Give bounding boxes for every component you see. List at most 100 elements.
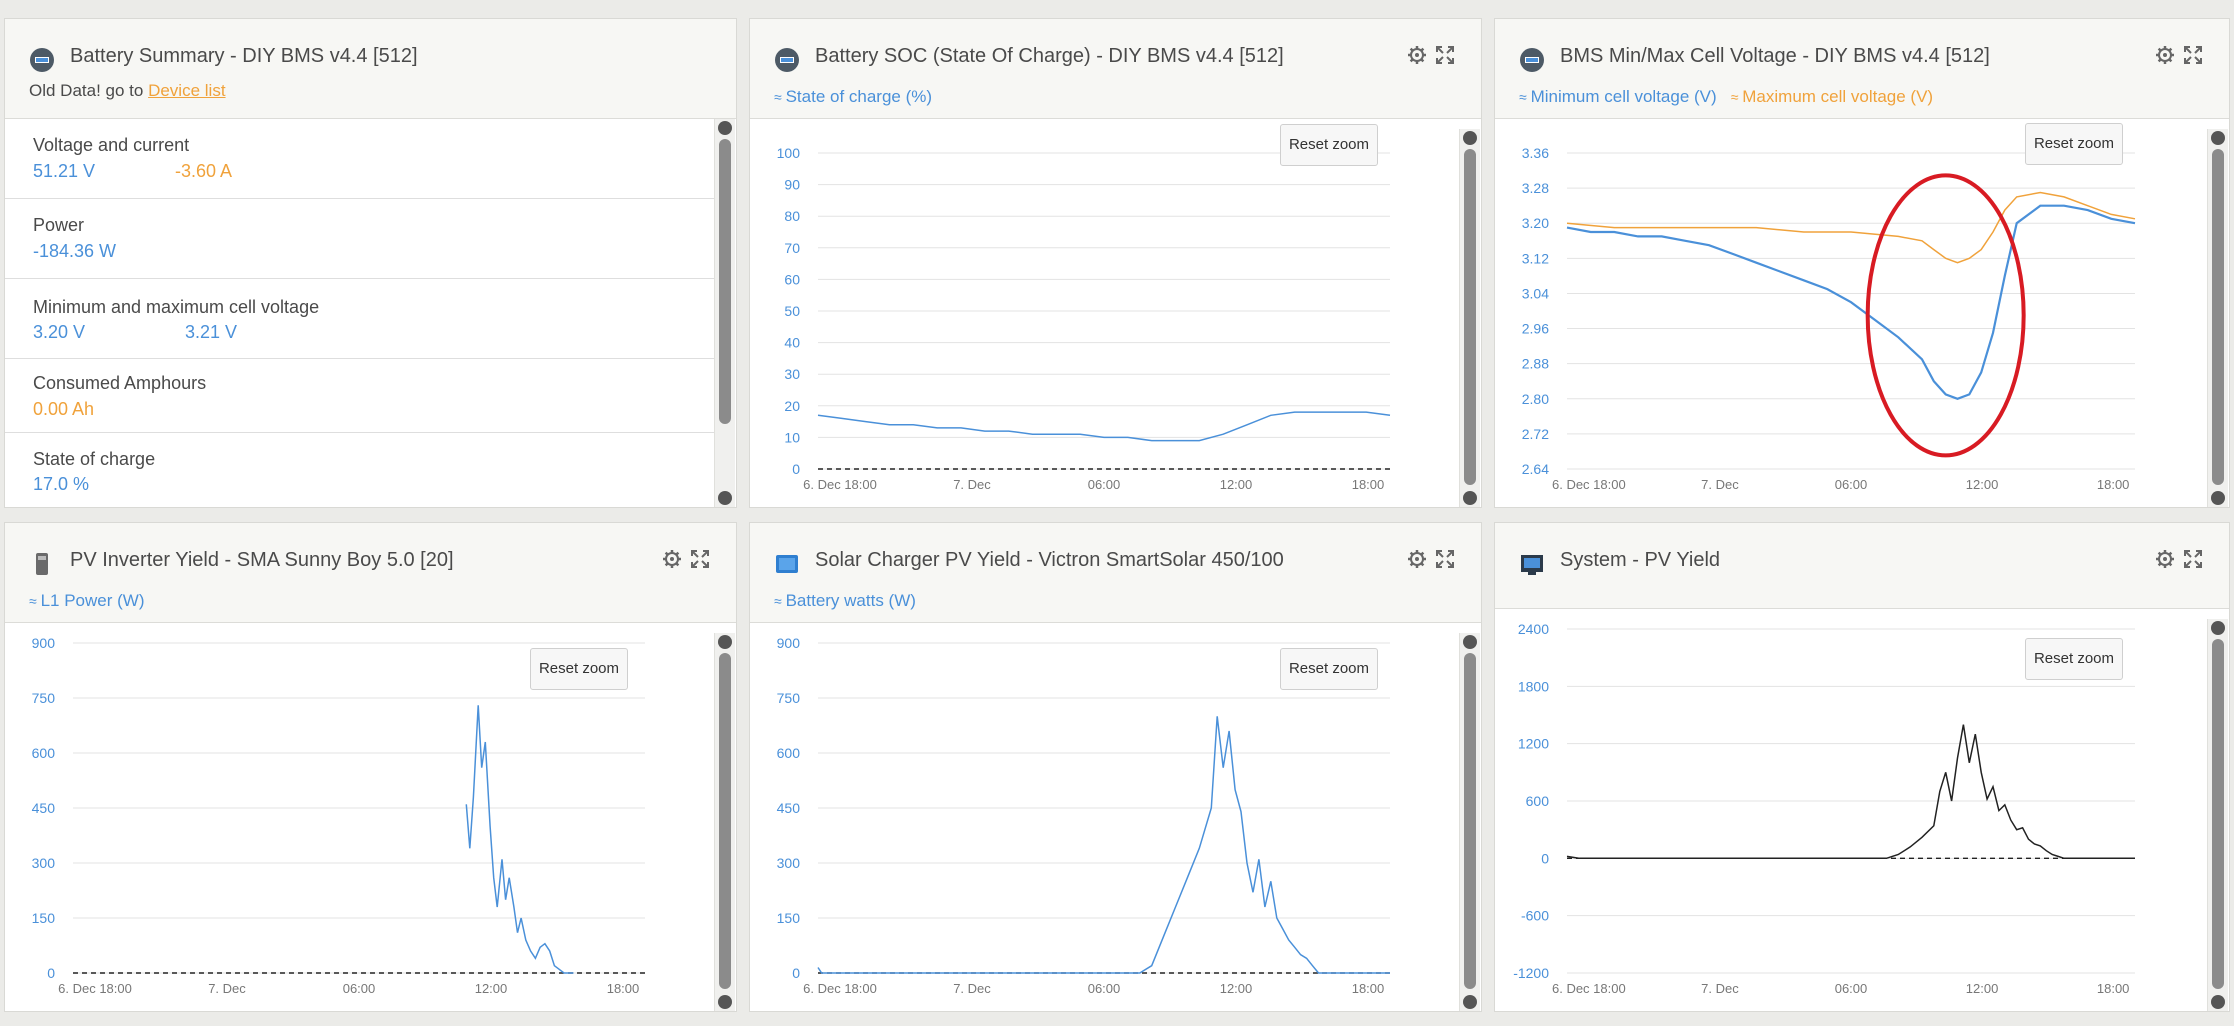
widget-header: BMS Min/Max Cell Voltage - DIY BMS v4.4 … <box>1495 19 2229 119</box>
summary-label: Consumed Amphours <box>33 373 207 393</box>
series-line <box>1566 191 2136 264</box>
y-tick-label: 0 <box>792 461 800 477</box>
scroll-down-arrow-icon[interactable] <box>1463 491 1477 505</box>
scroll-thumb[interactable] <box>1464 653 1476 989</box>
widget-title: System - PV Yield <box>1560 549 1721 571</box>
reset-zoom-button[interactable]: Reset zoom <box>1280 124 1378 166</box>
device-list-link[interactable]: Device list <box>148 81 226 100</box>
expand-icon[interactable] <box>2183 45 2203 65</box>
expand-icon[interactable] <box>1435 549 1455 569</box>
legend-item[interactable]: ≈ Battery watts (W) <box>774 591 916 610</box>
soc-value: 17.0 % <box>33 474 90 494</box>
series-line-icon: ≈ <box>774 89 786 105</box>
y-tick-label: 300 <box>777 855 801 871</box>
chart-plot[interactable]: -1200 -600 0 600 1200 1800 2400 6. Dec 18:00 7. … <box>1495 523 2205 1011</box>
scroll-up-arrow-icon[interactable] <box>718 635 732 649</box>
chart-scrollbar[interactable] <box>1459 633 1480 1011</box>
series-line-icon: ≈ <box>1730 89 1743 105</box>
y-tick-label: 900 <box>777 635 801 651</box>
scroll-up-arrow-icon[interactable] <box>2211 621 2225 635</box>
chart-plot[interactable]: 2.64 2.72 2.80 2.88 2.96 3.04 3.12 3.20 3.28 3.36… <box>1495 19 2205 507</box>
y-tick-label: 0 <box>47 965 55 981</box>
legend-item[interactable]: ≈ State of charge (%) <box>774 87 932 106</box>
pv-inverter-widget: PV Inverter Yield - SMA Sunny Boy 5.0 [2… <box>4 522 737 1012</box>
chart-scrollbar[interactable] <box>1459 129 1480 507</box>
legend-item[interactable]: ≈ Minimum cell voltage (V) <box>1519 87 1717 106</box>
reset-zoom-button[interactable]: Reset zoom <box>2025 638 2123 680</box>
legend-item[interactable]: ≈ Maximum cell voltage (V) <box>1731 87 1933 106</box>
summary-row-soc: State of charge 17.0 % <box>5 433 714 507</box>
summary-list: Voltage and current 51.21 V -3.60 A Powe… <box>5 119 736 507</box>
gear-icon[interactable] <box>1407 45 1427 65</box>
series-line <box>465 705 574 974</box>
scroll-thumb[interactable] <box>719 653 731 989</box>
summary-row-voltage-current: Voltage and current 51.21 V -3.60 A <box>5 119 714 199</box>
summary-label: Power <box>33 215 85 235</box>
warning-text: Old Data! go to <box>29 81 144 100</box>
chart-scrollbar[interactable] <box>714 633 735 1011</box>
reset-zoom-button[interactable]: Reset zoom <box>2025 123 2123 165</box>
chart-plot[interactable]: 0 150 300 450 600 750 900 6. Dec 18:00 7. Dec 06:… <box>750 523 1457 1011</box>
scroll-up-arrow-icon[interactable] <box>2211 131 2225 145</box>
series-line-icon: ≈ <box>1519 89 1531 105</box>
x-tick-label: 12:00 <box>1220 981 1253 996</box>
reset-zoom-button[interactable]: Reset zoom <box>1280 648 1378 690</box>
chart-plot[interactable]: 0 150 300 450 600 750 900 6. Dec 18:00 7. Dec 06:… <box>5 523 712 1011</box>
gear-icon[interactable] <box>2155 549 2175 569</box>
series-line <box>817 716 1390 974</box>
y-tick-label: 2400 <box>1518 621 1549 637</box>
y-tick-label: 50 <box>784 303 800 319</box>
y-tick-label: -1200 <box>1513 965 1549 981</box>
summary-row-cell-voltage: Minimum and maximum cell voltage 3.20 V … <box>5 279 714 359</box>
gear-icon[interactable] <box>1407 549 1427 569</box>
scroll-down-arrow-icon[interactable] <box>2211 491 2225 505</box>
expand-icon[interactable] <box>2183 549 2203 569</box>
widget-title: PV Inverter Yield - SMA Sunny Boy 5.0 [2… <box>70 549 454 571</box>
chart-legend: ≈ L1 Power (W) <box>29 591 159 611</box>
y-tick-label: 1800 <box>1518 678 1549 694</box>
chart-scrollbar[interactable] <box>2207 619 2228 1011</box>
widget-header: PV Inverter Yield - SMA Sunny Boy 5.0 [2… <box>5 523 736 623</box>
widget-title: Battery SOC (State Of Charge) - DIY BMS … <box>815 45 1284 67</box>
max-cell-voltage-value: 3.21 V <box>185 322 238 342</box>
y-tick-label: 3.36 <box>1522 145 1549 161</box>
scroll-down-arrow-icon[interactable] <box>718 995 732 1009</box>
series-line <box>817 411 1391 442</box>
solar-charger-icon <box>776 555 798 573</box>
x-tick-label: 6. Dec 18:00 <box>58 981 132 996</box>
y-tick-label: 100 <box>777 145 801 161</box>
reset-zoom-button[interactable]: Reset zoom <box>530 648 628 690</box>
widget-header: System - PV Yield <box>1495 523 2229 609</box>
x-tick-label: 06:00 <box>1835 477 1868 492</box>
scroll-down-arrow-icon[interactable] <box>1463 995 1477 1009</box>
scroll-down-arrow-icon[interactable] <box>2211 995 2225 1009</box>
scroll-thumb[interactable] <box>1464 149 1476 485</box>
summary-scrollbar[interactable] <box>714 119 735 507</box>
chart-plot[interactable]: 0 10 20 30 40 50 60 70 80 90 100 6. Dec 18:00 7. Dec… <box>750 19 1457 507</box>
series-line <box>1566 204 2136 400</box>
scroll-thumb[interactable] <box>719 139 731 424</box>
scroll-up-arrow-icon[interactable] <box>1463 131 1477 145</box>
x-tick-label: 06:00 <box>343 981 376 996</box>
chart-scrollbar[interactable] <box>2207 129 2228 507</box>
x-tick-label: 7. Dec <box>1701 477 1739 492</box>
x-tick-label: 06:00 <box>1088 981 1121 996</box>
current-value: -3.60 A <box>175 161 233 181</box>
battery-monitor-icon <box>1520 48 1544 72</box>
consumed-ah-value: 0.00 Ah <box>33 399 95 419</box>
scroll-up-arrow-icon[interactable] <box>718 121 732 135</box>
scroll-down-arrow-icon[interactable] <box>718 491 732 505</box>
x-tick-label: 6. Dec 18:00 <box>1552 477 1626 492</box>
expand-icon[interactable] <box>1435 45 1455 65</box>
scroll-up-arrow-icon[interactable] <box>1463 635 1477 649</box>
scroll-thumb[interactable] <box>2212 149 2224 485</box>
x-tick-label: 06:00 <box>1088 477 1121 492</box>
y-tick-label: 40 <box>784 335 800 351</box>
scroll-thumb[interactable] <box>2212 639 2224 989</box>
legend-item[interactable]: ≈ L1 Power (W) <box>29 591 145 610</box>
gear-icon[interactable] <box>662 549 682 569</box>
expand-icon[interactable] <box>690 549 710 569</box>
y-tick-label: 2.80 <box>1522 391 1549 407</box>
legend-label: State of charge (%) <box>785 87 933 106</box>
gear-icon[interactable] <box>2155 45 2175 65</box>
